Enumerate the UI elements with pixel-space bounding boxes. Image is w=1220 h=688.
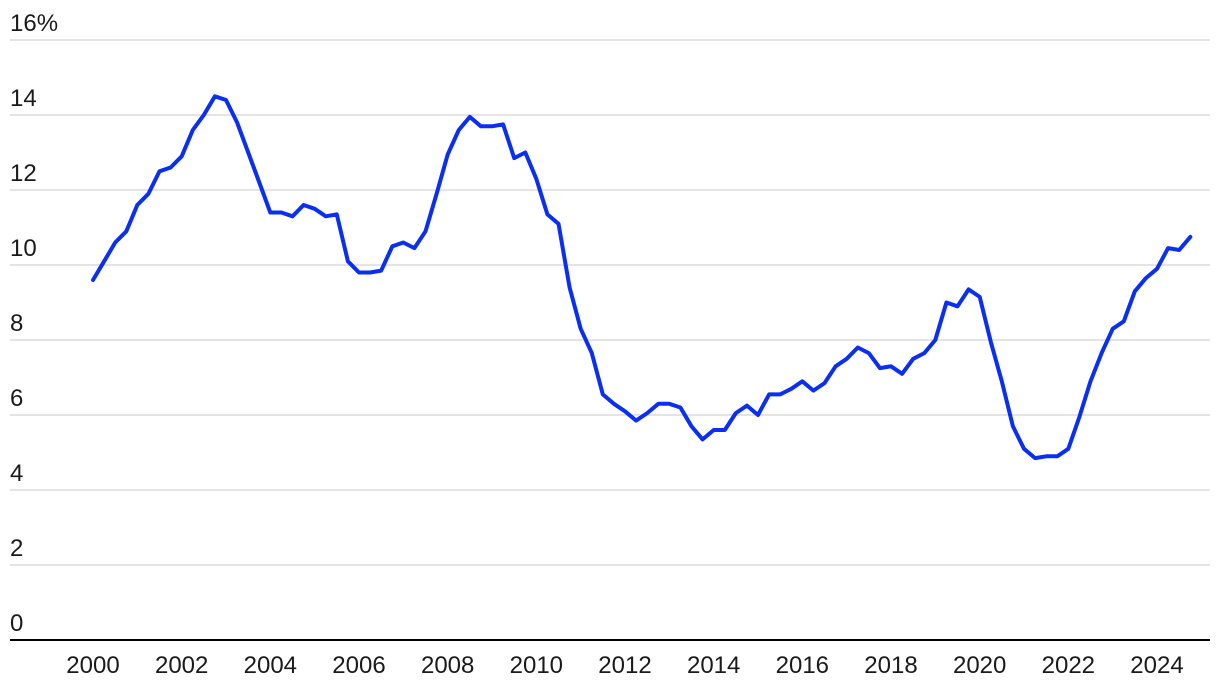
gridlines xyxy=(10,39,1210,566)
x-tick-label: 2022 xyxy=(1042,652,1095,679)
y-tick-label: 2 xyxy=(10,535,23,562)
y-tick-label: 6 xyxy=(10,385,23,412)
x-tick-label: 2000 xyxy=(66,652,119,679)
x-tick-label: 2012 xyxy=(598,652,651,679)
x-tick-label: 2018 xyxy=(864,652,917,679)
y-axis-tick-labels: 0 2 4 6 8 10 12 14 16% xyxy=(10,10,58,637)
y-tick-label: 4 xyxy=(10,460,23,487)
y-tick-label: 10 xyxy=(10,235,37,262)
x-tick-label: 2010 xyxy=(510,652,563,679)
x-tick-label: 2024 xyxy=(1130,652,1183,679)
x-tick-label: 2002 xyxy=(155,652,208,679)
x-tick-label: 2008 xyxy=(421,652,474,679)
x-tick-label: 2014 xyxy=(687,652,740,679)
x-tick-label: 2020 xyxy=(953,652,1006,679)
x-axis-tick-labels: 2000 2002 2004 2006 2008 2010 2012 2014 2016 2018… xyxy=(66,652,1183,679)
y-tick-label: 16% xyxy=(10,10,58,37)
y-tick-label: 0 xyxy=(10,610,23,637)
y-tick-label: 8 xyxy=(10,310,23,337)
y-tick-label: 12 xyxy=(10,160,37,187)
x-tick-label: 2016 xyxy=(776,652,829,679)
x-tick-label: 2004 xyxy=(244,652,297,679)
series-line xyxy=(91,94,1193,461)
y-tick-label: 14 xyxy=(10,85,37,112)
x-tick-label: 2006 xyxy=(332,652,385,679)
